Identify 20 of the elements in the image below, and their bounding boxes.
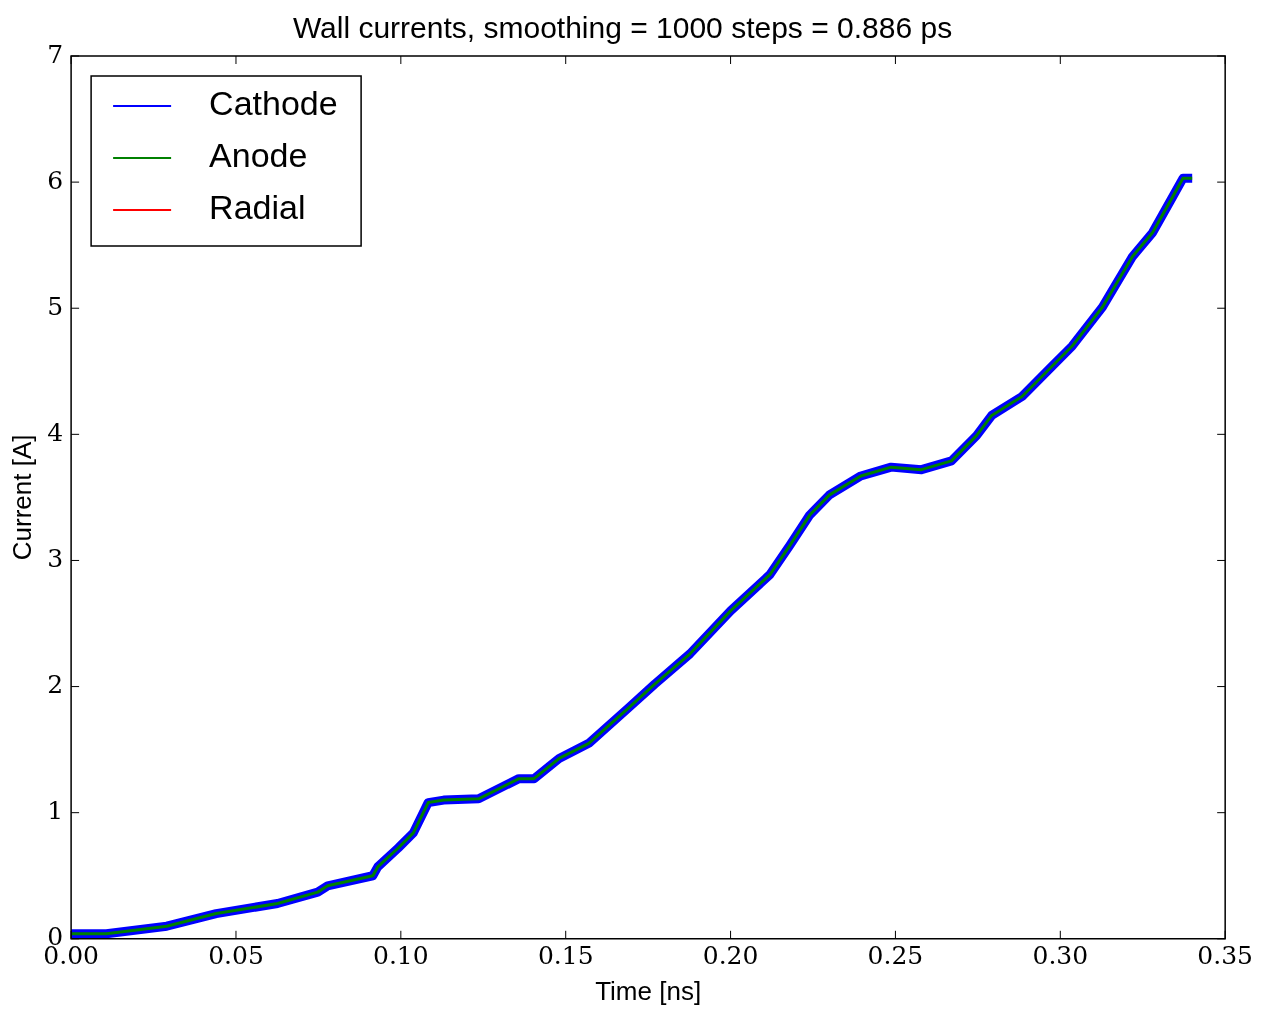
chart-title: Wall currents, smoothing = 1000 steps = 0.886 ps (292, 11, 953, 45)
x-tick-label: 0.10 (373, 941, 429, 971)
legend-label: Cathode (209, 84, 338, 123)
x-tick-label: 0.30 (1032, 941, 1089, 971)
x-tick-label: 0.25 (867, 941, 924, 971)
y-tick-label: 6 (47, 165, 64, 195)
y-tick-label: 2 (47, 670, 64, 700)
y-tick-label: 1 (47, 796, 64, 826)
x-axis-title: Time [ns] (595, 975, 702, 1006)
legend-label: Anode (209, 136, 308, 175)
y-tick-label: 7 (47, 39, 64, 69)
y-tick-label: 3 (47, 543, 64, 573)
x-tick-label: 0.05 (208, 941, 264, 971)
y-tick-label: 5 (47, 291, 64, 321)
legend-label: Radial (209, 188, 306, 227)
y-tick-label: 4 (47, 417, 64, 447)
x-tick-label: 0.35 (1197, 941, 1253, 971)
x-tick-label: 0.15 (537, 941, 594, 971)
y-axis-title: Current [A] (6, 434, 37, 561)
x-tick-label: 0.20 (702, 941, 759, 971)
